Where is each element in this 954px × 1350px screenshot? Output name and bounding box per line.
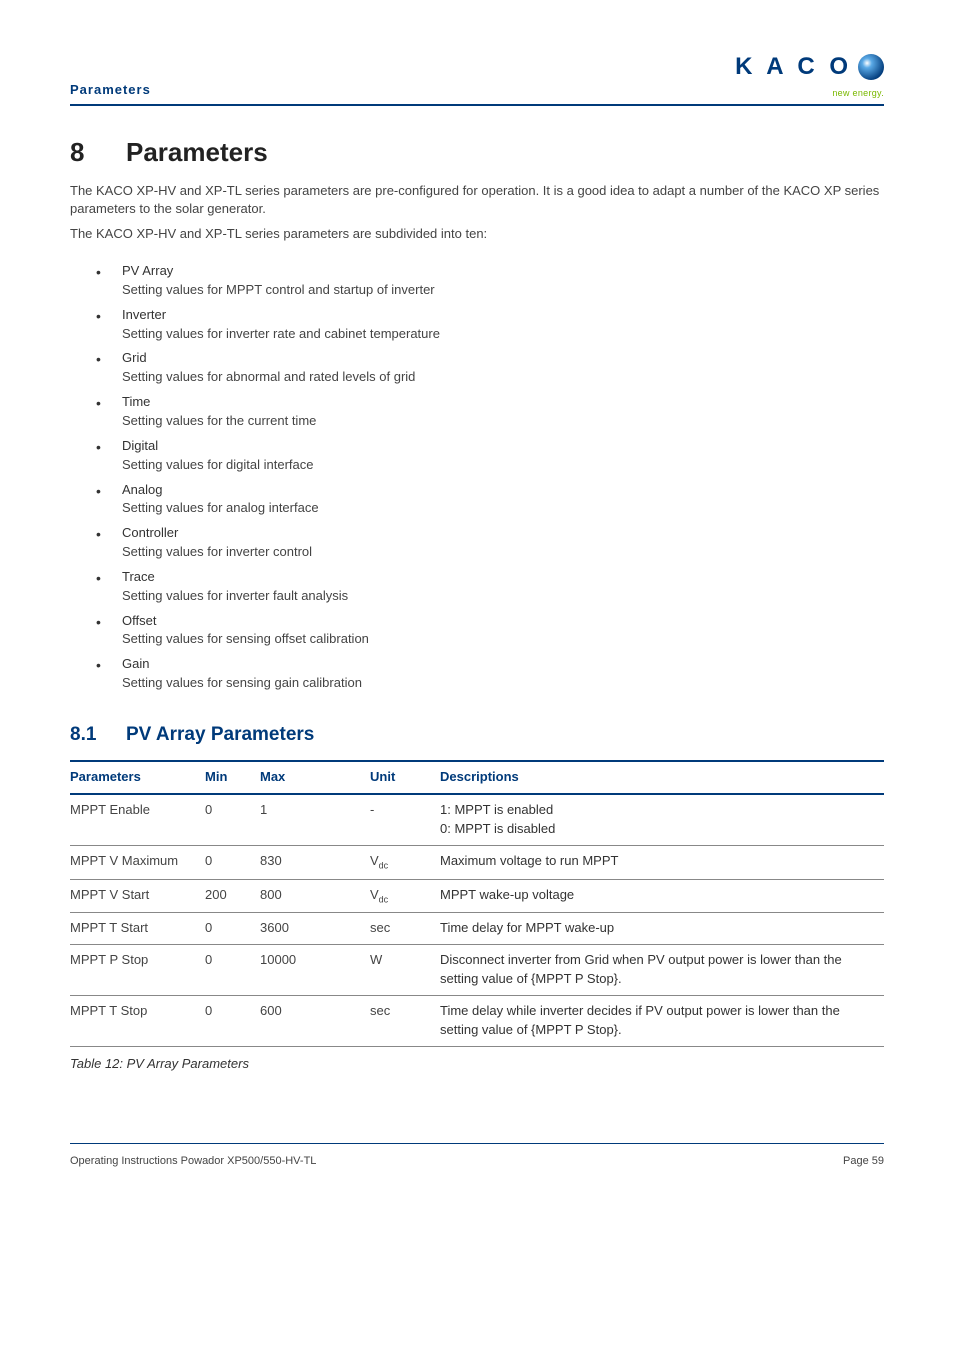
list-item: Inverter Setting values for inverter rate… (96, 306, 884, 344)
cell-max: 800 (260, 879, 370, 913)
group-desc: Setting values for sensing gain calibrat… (122, 674, 884, 693)
cell-unit: sec (370, 913, 440, 945)
cell-min: 0 (205, 794, 260, 845)
cell-min: 0 (205, 945, 260, 996)
cell-min: 200 (205, 879, 260, 913)
table-row: MPPT T Start 0 3600 sec Time delay for M… (70, 913, 884, 945)
group-desc: Setting values for digital interface (122, 456, 884, 475)
cell-max: 830 (260, 846, 370, 880)
list-item: Controller Setting values for inverter co… (96, 524, 884, 562)
table-row: MPPT V Maximum 0 830 Vdc Maximum voltage… (70, 846, 884, 880)
group-name: Digital (122, 438, 158, 453)
table-body: MPPT Enable 0 1 - 1: MPPT is enabled 0: … (70, 794, 884, 1046)
table-row: MPPT Enable 0 1 - 1: MPPT is enabled 0: … (70, 794, 884, 845)
group-desc: Setting values for analog interface (122, 499, 884, 518)
group-desc: Setting values for MPPT control and star… (122, 281, 884, 300)
cell-unit: Vdc (370, 846, 440, 880)
cell-param: MPPT T Stop (70, 995, 205, 1046)
cell-min: 0 (205, 913, 260, 945)
cell-desc: MPPT wake-up voltage (440, 879, 884, 913)
col-header-max: Max (260, 761, 370, 794)
group-name: Trace (122, 569, 155, 584)
cell-unit: Vdc (370, 879, 440, 913)
pv-array-parameters-table: Parameters Min Max Unit Descriptions MPP… (70, 760, 884, 1046)
cell-min: 0 (205, 846, 260, 880)
subsection-number: 8.1 (70, 721, 126, 749)
table-caption: Table 12: PV Array Parameters (70, 1055, 884, 1074)
cell-param: MPPT V Maximum (70, 846, 205, 880)
cell-desc: Time delay for MPPT wake-up (440, 913, 884, 945)
page-header: Parameters K A C O new energy. (70, 50, 884, 100)
footer-left: Operating Instructions Powador XP500/550… (70, 1154, 316, 1170)
cell-param: MPPT T Start (70, 913, 205, 945)
cell-max: 1 (260, 794, 370, 845)
group-desc: Setting values for the current time (122, 412, 884, 431)
list-item: Time Setting values for the current time (96, 393, 884, 431)
list-item: Analog Setting values for analog interfac… (96, 481, 884, 519)
cell-max: 600 (260, 995, 370, 1046)
intro-paragraph-1: The KACO XP-HV and XP-TL series paramete… (70, 182, 884, 220)
cell-desc: Time delay while inverter decides if PV … (440, 995, 884, 1046)
header-section-label: Parameters (70, 81, 151, 100)
cell-desc: Maximum voltage to run MPPT (440, 846, 884, 880)
group-name: PV Array (122, 263, 173, 278)
intro-paragraph-2: The KACO XP-HV and XP-TL series paramete… (70, 225, 884, 244)
desc-line: 0: MPPT is disabled (440, 820, 876, 839)
col-header-parameters: Parameters (70, 761, 205, 794)
group-desc: Setting values for sensing offset calibr… (122, 630, 884, 649)
header-rule (70, 104, 884, 106)
group-name: Inverter (122, 307, 166, 322)
cell-min: 0 (205, 995, 260, 1046)
cell-param: MPPT V Start (70, 879, 205, 913)
list-item: PV Array Setting values for MPPT control … (96, 262, 884, 300)
group-name: Time (122, 394, 150, 409)
desc-line: 1: MPPT is enabled (440, 801, 876, 820)
group-desc: Setting values for inverter rate and cab… (122, 325, 884, 344)
cell-desc: 1: MPPT is enabled 0: MPPT is disabled (440, 794, 884, 845)
brand-logo-subtext: new energy. (832, 87, 884, 100)
group-name: Analog (122, 482, 162, 497)
cell-max: 10000 (260, 945, 370, 996)
list-item: Grid Setting values for abnormal and rate… (96, 349, 884, 387)
parameter-group-list: PV Array Setting values for MPPT control … (96, 262, 884, 693)
list-item: Digital Setting values for digital interf… (96, 437, 884, 475)
group-name: Controller (122, 525, 178, 540)
group-desc: Setting values for inverter fault analys… (122, 587, 884, 606)
group-desc: Setting values for abnormal and rated le… (122, 368, 884, 387)
subsection-title: PV Array Parameters (126, 724, 314, 745)
group-name: Grid (122, 350, 147, 365)
table-row: MPPT V Start 200 800 Vdc MPPT wake-up vo… (70, 879, 884, 913)
cell-desc: Disconnect inverter from Grid when PV ou… (440, 945, 884, 996)
group-name: Gain (122, 656, 149, 671)
brand-logo-main: K A C O (735, 50, 884, 85)
cell-unit: sec (370, 995, 440, 1046)
list-item: Gain Setting values for sensing gain cali… (96, 655, 884, 693)
table-row: MPPT T Stop 0 600 sec Time delay while i… (70, 995, 884, 1046)
cell-max: 3600 (260, 913, 370, 945)
col-header-unit: Unit (370, 761, 440, 794)
cell-unit: - (370, 794, 440, 845)
brand-logo: K A C O new energy. (735, 50, 884, 100)
footer-right: Page 59 (843, 1154, 884, 1170)
table-row: MPPT P Stop 0 10000 W Disconnect inverte… (70, 945, 884, 996)
subsection-heading: 8.1PV Array Parameters (70, 721, 884, 749)
cell-param: MPPT Enable (70, 794, 205, 845)
col-header-min: Min (205, 761, 260, 794)
section-title: Parameters (126, 137, 268, 167)
brand-logo-text: K A C O (735, 50, 852, 85)
page-footer: Operating Instructions Powador XP500/550… (70, 1143, 884, 1170)
col-header-desc: Descriptions (440, 761, 884, 794)
section-number: 8 (70, 134, 126, 172)
swirl-icon (858, 54, 884, 80)
cell-unit: W (370, 945, 440, 996)
table-header-row: Parameters Min Max Unit Descriptions (70, 761, 884, 794)
section-heading: 8Parameters (70, 134, 884, 172)
group-desc: Setting values for inverter control (122, 543, 884, 562)
group-name: Offset (122, 613, 156, 628)
list-item: Offset Setting values for sensing offset … (96, 612, 884, 650)
list-item: Trace Setting values for inverter fault a… (96, 568, 884, 606)
cell-param: MPPT P Stop (70, 945, 205, 996)
